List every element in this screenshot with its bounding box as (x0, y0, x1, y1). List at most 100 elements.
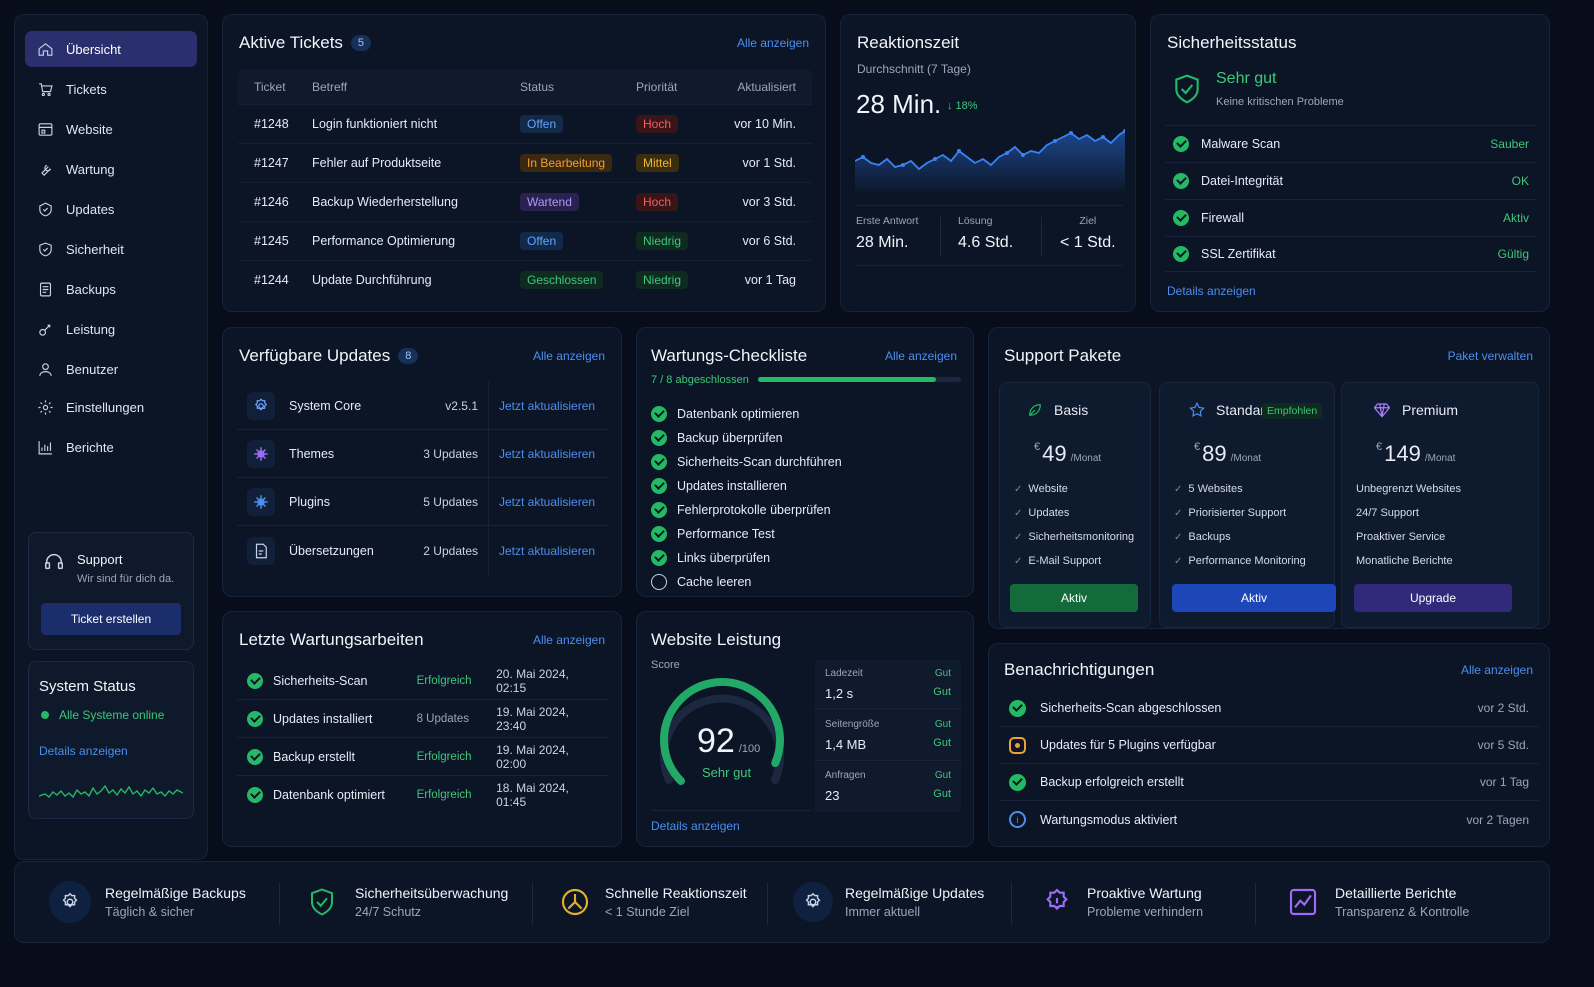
check-icon[interactable] (651, 454, 667, 470)
check-icon[interactable] (651, 502, 667, 518)
checklist-item[interactable]: Cache leeren (651, 570, 961, 594)
security-details-link[interactable]: Details anzeigen (1167, 284, 1256, 298)
check-icon[interactable] (651, 430, 667, 446)
notifications-view-all-link[interactable]: Alle anzeigen (1460, 663, 1533, 677)
table-row[interactable]: #1247 Fehler auf Produktseite In Bearbei… (238, 143, 812, 182)
recent-view-all-link[interactable]: Alle anzeigen (532, 633, 605, 647)
sidebar-item-updates[interactable]: Updates (25, 191, 197, 227)
update-now-button[interactable]: Jetzt aktualisieren (499, 544, 596, 558)
package-price-value: 149 (1384, 441, 1421, 466)
feature-title: Regelmäßige Updates (845, 885, 985, 901)
tickets-view-all-link[interactable]: Alle anzeigen (736, 36, 809, 50)
create-ticket-button[interactable]: Ticket erstellen (41, 603, 181, 635)
notification-item[interactable]: Backup erfolgreich erstellt vor 1 Tag (999, 764, 1539, 801)
checklist-item[interactable]: Performance Test (651, 522, 961, 546)
feature-text: Proaktiver Service (1356, 531, 1446, 543)
checklist-view-all-link[interactable]: Alle anzeigen (884, 349, 957, 363)
shield-check-icon (1175, 74, 1199, 104)
checklist-progress-label: 7 / 8 abgeschlossen (651, 374, 749, 386)
update-now-button[interactable]: Jetzt aktualisieren (499, 398, 596, 413)
performance-details-link[interactable]: Details anzeigen (651, 819, 740, 833)
update-now-button[interactable]: Jetzt aktualisieren (499, 494, 596, 509)
table-row[interactable]: #1246 Backup Wiederherstellung Wartend H… (238, 182, 812, 221)
notification-text: Wartungsmodus aktiviert (1040, 812, 1178, 827)
sidebar-item-einstellungen[interactable]: Einstellungen (25, 389, 197, 425)
notification-item[interactable]: i Wartungsmodus aktiviert vor 2 Tagen (999, 801, 1539, 838)
sidebar-item-label: Einstellungen (66, 399, 145, 415)
list-item: Updates installiert 8 Updates 19. Mai 20… (237, 700, 609, 738)
sidebar-item-leistung[interactable]: Leistung (25, 311, 197, 347)
package-basis-button[interactable]: Aktiv (1010, 584, 1138, 612)
checklist-item[interactable]: Backup überprüfen (651, 426, 961, 450)
checklist-item[interactable]: Sicherheits-Scan durchführen (651, 450, 961, 474)
sidebar-item-website[interactable]: Website (25, 111, 197, 147)
sidebar-item-berichte[interactable]: Berichte (25, 429, 197, 465)
empty-circle-icon[interactable] (651, 574, 667, 590)
feature-security: Sicherheitsüberwachung 24/7 Schutz (307, 862, 508, 942)
proactive-icon (1046, 888, 1068, 911)
feature-backups: Regelmäßige Backups Täglich & sicher (49, 862, 246, 942)
notification-item[interactable]: Updates für 5 Plugins verfügbar vor 5 St… (999, 727, 1539, 764)
update-now-button[interactable]: Jetzt aktualisieren (499, 446, 596, 461)
shield-icon (39, 242, 52, 256)
sidebar-item-backups[interactable]: Backups (25, 271, 197, 307)
checklist-item[interactable]: Links überprüfen (651, 546, 961, 570)
system-status-link[interactable]: Details anzeigen (39, 744, 128, 758)
package-feature: 24/7 Support (1356, 507, 1419, 519)
shield-check-icon (311, 888, 333, 916)
updates-view-all-link[interactable]: Alle anzeigen (532, 349, 605, 363)
package-currency: € (1034, 441, 1041, 453)
support-card: Support Wir sind für dich da. Ticket ers… (28, 532, 194, 650)
check-icon (247, 748, 263, 765)
update-item-translations: Übersetzungen 2 Updates Jetzt aktualisie… (237, 526, 609, 576)
package-card-basis[interactable]: Basis € 49 /Monat ✓ Website ✓ Updates ✓ Sic… (999, 382, 1151, 628)
tickets-title-text: Aktive Tickets (239, 33, 343, 52)
package-feature: ✓ Sicherheitsmonitoring (1014, 531, 1135, 543)
col-updated: Aktualisiert (737, 80, 796, 94)
checklist-item-label: Sicherheits-Scan durchführen (677, 455, 842, 469)
sidebar-item-uebersicht[interactable]: Übersicht (25, 31, 197, 67)
packages-manage-link[interactable]: Paket verwalten (1447, 349, 1533, 363)
priority-badge: Hoch (636, 193, 679, 211)
clock-icon (561, 888, 589, 916)
updates-panel: Verfügbare Updates 8 Alle anzeigen System… (222, 327, 622, 597)
table-row[interactable]: #1245 Performance Optimierung Offen Nied… (238, 221, 812, 260)
table-row[interactable]: #1248 Login funktioniert nicht Offen Hoc… (238, 104, 812, 143)
recent-status: 8 Updates (416, 712, 469, 725)
checklist-item[interactable]: Updates installieren (651, 474, 961, 498)
check-icon[interactable] (651, 550, 667, 566)
sidebar-item-benutzer[interactable]: Benutzer (25, 351, 197, 387)
status-badge: Wartend (520, 193, 579, 211)
package-period: /Monat (1230, 453, 1262, 464)
sidebar-item-tickets[interactable]: Tickets (25, 71, 197, 107)
feature-title: Proaktive Wartung (1087, 885, 1202, 901)
stat-label: Lösung (958, 215, 993, 227)
checklist-item[interactable]: Datenbank optimieren (651, 402, 961, 426)
sidebar-item-sicherheit[interactable]: Sicherheit (25, 231, 197, 267)
updates-title: Verfügbare Updates 8 (239, 346, 419, 366)
check-icon (247, 710, 263, 727)
package-card-standard[interactable]: Standard Empfohlen € 89 /Monat ✓ 5 Websit… (1159, 382, 1336, 628)
check-icon[interactable] (651, 478, 667, 494)
ticket-subject: Login funktioniert nicht (312, 117, 438, 131)
notification-item[interactable]: Sicherheits-Scan abgeschlossen vor 2 Std… (999, 690, 1539, 727)
stat-label: Ziel (1079, 215, 1097, 227)
check-icon[interactable] (651, 406, 667, 422)
sidebar-item-wartung[interactable]: Wartung (25, 151, 197, 187)
security-headline: Sehr gut (1216, 70, 1277, 87)
update-info: v2.5.1 (445, 398, 478, 413)
checklist-item[interactable]: Fehlerprotokolle überprüfen (651, 498, 961, 522)
feature-text: Updates (1028, 507, 1070, 519)
priority-badge: Hoch (636, 115, 679, 133)
package-name: Basis (1054, 402, 1089, 418)
check-icon[interactable] (651, 526, 667, 542)
system-status-title: System Status (39, 678, 136, 695)
notification-time: vor 2 Std. (1477, 701, 1529, 715)
package-upgrade-button[interactable]: Upgrade (1354, 584, 1512, 612)
ticket-updated: vor 1 Std. (742, 156, 797, 170)
package-card-premium[interactable]: Premium € 149 /Monat Unbegrenzt Websites… (1341, 382, 1539, 628)
package-standard-button[interactable]: Aktiv (1172, 584, 1336, 612)
checklist-items: Datenbank optimieren Backup überprüfen Sic… (651, 402, 961, 594)
update-item-plugins: Plugins 5 Updates Jetzt aktualisieren (237, 477, 609, 526)
table-row[interactable]: #1244 Update Durchführung Geschlossen Ni… (238, 260, 812, 299)
